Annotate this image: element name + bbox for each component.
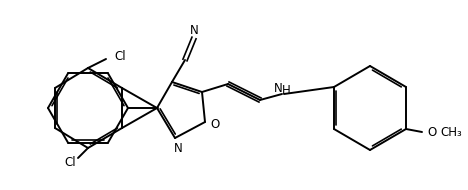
- Text: N: N: [174, 142, 183, 154]
- Text: CH₃: CH₃: [440, 126, 462, 139]
- Text: Cl: Cl: [64, 155, 76, 169]
- Text: O: O: [211, 117, 219, 131]
- Text: N: N: [274, 82, 282, 94]
- Text: Cl: Cl: [114, 50, 125, 63]
- Text: N: N: [190, 24, 198, 36]
- Text: O: O: [427, 126, 436, 139]
- Text: H: H: [282, 83, 290, 97]
